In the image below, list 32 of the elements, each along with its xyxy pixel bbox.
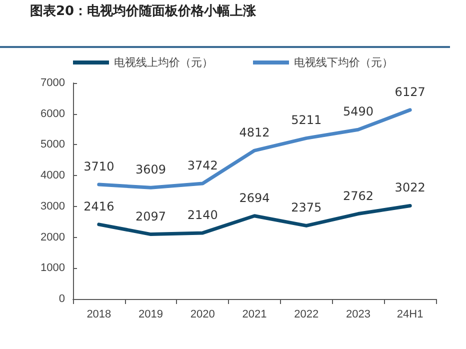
legend-label: 电视线下均价（元） [294, 56, 393, 69]
x-tick-label: 2021 [242, 308, 267, 320]
data-label: 2694 [239, 190, 270, 205]
data-label: 2097 [136, 209, 166, 224]
data-label: 5490 [342, 104, 374, 119]
data-label: 2375 [291, 200, 322, 215]
y-tick-label: 4000 [40, 170, 65, 182]
data-label: 3710 [84, 160, 114, 174]
x-tick-label: 2018 [86, 308, 112, 320]
y-tick-label: 2000 [40, 231, 65, 244]
x-tick-label: 2023 [346, 308, 370, 320]
y-tick-label: 0 [58, 293, 65, 305]
data-label: 2762 [342, 188, 374, 203]
y-tick-label: 1000 [40, 262, 65, 274]
data-label: 2416 [84, 199, 114, 214]
y-tick-label: 5000 [40, 138, 65, 151]
data-label: 3742 [187, 158, 218, 173]
data-label: 2140 [187, 208, 218, 222]
legend-label: 电视线上均价（元） [114, 56, 213, 69]
data-label: 3022 [394, 180, 426, 195]
x-tick-label: 24H1 [396, 308, 424, 320]
data-label: 3609 [136, 162, 166, 177]
x-tick-label: 2022 [294, 308, 319, 320]
y-tick-label: 3000 [40, 200, 65, 212]
chart-title: 图表20：电视均价随面板价格小幅上涨 [30, 3, 256, 20]
y-tick-label: 7000 [40, 77, 65, 89]
data-label: 6127 [394, 84, 426, 99]
y-tick-label: 6000 [40, 108, 65, 120]
data-label: 5211 [291, 113, 322, 128]
x-tick-label: 2020 [190, 308, 215, 320]
x-tick-label: 2019 [138, 308, 164, 320]
data-label: 4812 [239, 126, 270, 140]
